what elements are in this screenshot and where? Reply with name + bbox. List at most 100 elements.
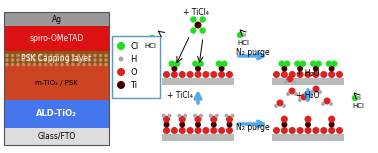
- Circle shape: [200, 16, 206, 23]
- Circle shape: [174, 60, 180, 67]
- Circle shape: [66, 63, 69, 66]
- Circle shape: [218, 66, 225, 72]
- Circle shape: [71, 54, 75, 57]
- Circle shape: [117, 81, 125, 89]
- Circle shape: [329, 102, 333, 106]
- Circle shape: [187, 127, 194, 134]
- Circle shape: [71, 63, 75, 66]
- Text: Ti: Ti: [130, 80, 137, 90]
- Circle shape: [298, 98, 302, 102]
- Circle shape: [320, 127, 327, 134]
- Circle shape: [118, 56, 124, 62]
- Circle shape: [82, 58, 86, 62]
- Circle shape: [210, 116, 217, 123]
- Circle shape: [294, 92, 298, 96]
- Text: + H₂O: + H₂O: [296, 91, 320, 100]
- Circle shape: [281, 66, 287, 72]
- Circle shape: [226, 122, 232, 128]
- Circle shape: [312, 127, 319, 134]
- Circle shape: [169, 60, 175, 67]
- Circle shape: [326, 60, 332, 67]
- Circle shape: [171, 127, 178, 134]
- Circle shape: [33, 63, 36, 66]
- Circle shape: [183, 114, 187, 118]
- Circle shape: [167, 114, 172, 118]
- Circle shape: [44, 63, 47, 66]
- Circle shape: [221, 60, 228, 67]
- Circle shape: [310, 60, 316, 67]
- Circle shape: [218, 127, 225, 134]
- Circle shape: [281, 116, 288, 123]
- Circle shape: [55, 54, 58, 57]
- Circle shape: [99, 54, 102, 57]
- Text: ALD-TiO₂: ALD-TiO₂: [36, 109, 77, 118]
- Circle shape: [292, 80, 296, 84]
- Circle shape: [104, 54, 108, 57]
- Circle shape: [242, 33, 246, 37]
- Circle shape: [190, 16, 197, 23]
- Circle shape: [163, 116, 170, 123]
- Circle shape: [328, 71, 335, 78]
- Circle shape: [38, 63, 42, 66]
- Circle shape: [195, 71, 201, 78]
- Circle shape: [312, 71, 319, 78]
- Bar: [162, 78, 234, 85]
- Circle shape: [99, 63, 102, 66]
- Circle shape: [215, 114, 219, 118]
- Circle shape: [318, 90, 322, 94]
- Circle shape: [305, 116, 311, 123]
- Circle shape: [66, 54, 69, 57]
- Circle shape: [44, 58, 47, 62]
- Circle shape: [237, 32, 243, 38]
- Circle shape: [22, 58, 25, 62]
- Circle shape: [231, 114, 234, 118]
- Circle shape: [33, 54, 36, 57]
- Circle shape: [38, 58, 42, 62]
- Circle shape: [321, 102, 325, 106]
- Circle shape: [216, 60, 222, 67]
- Text: HCl: HCl: [144, 43, 156, 49]
- Circle shape: [305, 71, 311, 78]
- Circle shape: [297, 66, 303, 72]
- Circle shape: [179, 127, 186, 134]
- Text: Cl: Cl: [130, 41, 138, 50]
- Circle shape: [273, 127, 280, 134]
- Circle shape: [195, 122, 201, 128]
- Circle shape: [279, 60, 285, 67]
- Circle shape: [27, 63, 31, 66]
- Circle shape: [163, 71, 170, 78]
- Text: N₂ purge: N₂ purge: [236, 123, 270, 132]
- Text: + H₂O: + H₂O: [296, 69, 320, 78]
- Circle shape: [352, 95, 358, 101]
- Circle shape: [60, 58, 64, 62]
- Circle shape: [11, 58, 14, 62]
- Circle shape: [282, 104, 286, 108]
- Circle shape: [88, 54, 91, 57]
- Circle shape: [117, 42, 125, 50]
- Circle shape: [171, 71, 178, 78]
- Circle shape: [210, 71, 217, 78]
- Circle shape: [289, 127, 296, 134]
- Circle shape: [313, 86, 319, 93]
- Circle shape: [195, 116, 201, 123]
- Circle shape: [195, 127, 201, 134]
- Circle shape: [328, 122, 335, 128]
- Circle shape: [71, 58, 75, 62]
- Circle shape: [211, 122, 217, 128]
- Circle shape: [320, 71, 327, 78]
- Circle shape: [16, 58, 20, 62]
- Circle shape: [281, 122, 287, 128]
- Circle shape: [179, 122, 185, 128]
- Circle shape: [163, 127, 170, 134]
- Text: O: O: [130, 67, 136, 76]
- Circle shape: [198, 60, 204, 67]
- Bar: [4, 26, 109, 51]
- Circle shape: [195, 66, 201, 72]
- Circle shape: [202, 127, 209, 134]
- Text: HCl: HCl: [352, 103, 364, 109]
- Text: Ag: Ag: [51, 15, 62, 24]
- Circle shape: [294, 60, 301, 67]
- Circle shape: [226, 127, 233, 134]
- Circle shape: [177, 114, 181, 118]
- Circle shape: [336, 127, 343, 134]
